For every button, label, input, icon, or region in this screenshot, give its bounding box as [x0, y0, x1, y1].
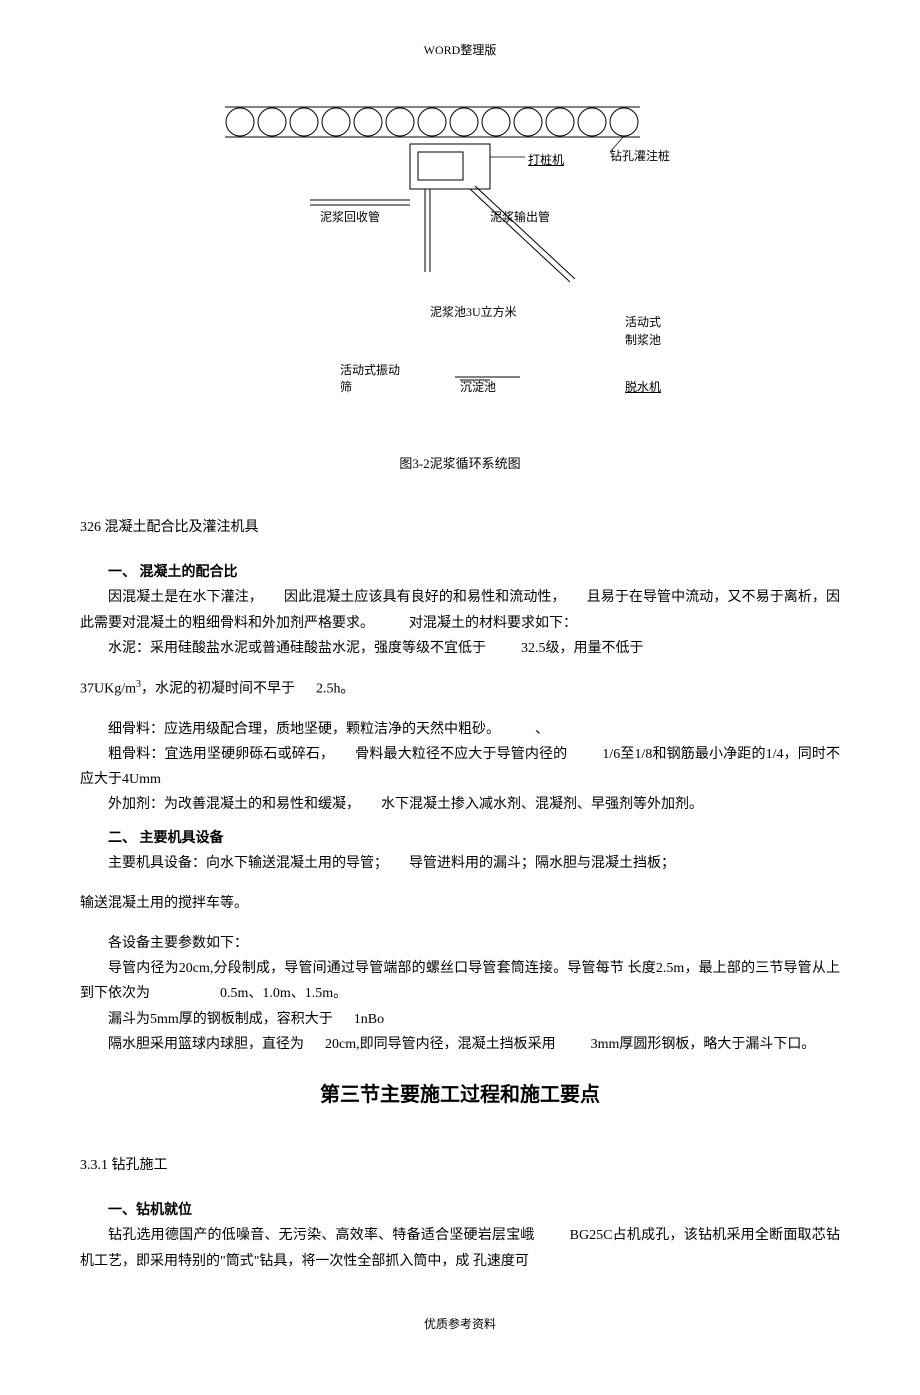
sec326-h1: 一、 混凝土的配合比	[80, 560, 840, 585]
label-mud-pool: 泥浆池3U立方米	[430, 302, 520, 324]
p5a: 粗骨料：宜选用坚硬卵砾石或碎石，	[108, 747, 334, 762]
label-bored-pile: 钻孔灌注桩	[610, 146, 670, 168]
p6b: 水下混凝土掺入减水剂、混凝剂、早强剂等外加剂。	[381, 797, 703, 812]
sec326-p9: 各设备主要参数如下：	[80, 931, 840, 956]
p10a: 导管内径为20cm,分段制成，导管间通过导管端部的螺丝口导管套筒连接。导管每节 …	[80, 961, 840, 1001]
sec326-p8: 输送混凝土用的搅拌车等。	[80, 891, 840, 916]
sec326-p1: 因混凝土是在水下灌注，因此混凝土应该具有良好的和易性和流动性，且易于在导管中流动…	[80, 585, 840, 635]
p12b: 20cm,即同导管内径，混凝土挡板采用	[325, 1037, 556, 1052]
label-dewatering: 脱水机	[625, 377, 661, 399]
p4a: 细骨料：应选用级配合理，质地坚硬，颗粒洁净的天然中粗砂。	[108, 722, 500, 737]
p1d: 对混凝土的材料要求如下：	[409, 616, 577, 631]
sec326-p6: 外加剂：为改善混凝土的和易性和缓凝， 水下混凝土掺入减水剂、混凝剂、早强剂等外加剂…	[80, 792, 840, 817]
label-piling-machine: 打桩机	[528, 150, 564, 172]
p7a: 主要机具设备：向水下输送混凝土用的导管；	[108, 856, 388, 871]
sec326-h2: 二、 主要机具设备	[80, 826, 840, 851]
section-331-num: 3.3.1 钻孔施工	[80, 1153, 840, 1178]
p3b: ，水泥的初凝时间不早于	[141, 682, 295, 697]
sec331-p1: 钻孔选用德国产的低噪音、无污染、高效率、特备适合坚硬岩层宝峨BG25C占机成孔，…	[80, 1223, 840, 1273]
s331p1a: 钻孔选用德国产的低噪音、无污染、高效率、特备适合坚硬岩层宝峨	[108, 1228, 535, 1243]
p4b: 、	[535, 722, 549, 737]
mud-circulation-diagram: 打桩机 钻孔灌注桩 泥浆回收管 泥浆输出管 泥浆池3U立方米 活动式 制浆池 活…	[210, 102, 710, 422]
label-mud-return: 泥浆回收管	[320, 207, 380, 229]
label-active-mix-l2: 制浆池	[625, 330, 661, 352]
sec326-p12: 隔水胆采用篮球内球胆，直径为 20cm,即同导管内径，混凝土挡板采用 3mm厚圆形钢…	[80, 1032, 840, 1057]
sec326-p11: 漏斗为5mm厚的钢板制成，容积大于 1nBo	[80, 1007, 840, 1032]
p11b: 1nBo	[354, 1012, 384, 1027]
p10b: 0.5m、1.0m、1.5m。	[220, 986, 347, 1001]
p6a: 外加剂：为改善混凝土的和易性和缓凝，	[108, 797, 360, 812]
p12c: 3mm厚圆形钢板，略大于漏斗下口。	[591, 1037, 816, 1052]
sec326-p5: 粗骨料：宜选用坚硬卵砾石或碎石，骨料最大粒径不应大于导管内径的1/6至1/8和钢…	[80, 742, 840, 792]
p7b: 导管进料用的漏斗；隔水胆与混凝土挡板；	[409, 856, 675, 871]
label-sediment-pool: 沉淀池	[460, 377, 496, 399]
sec331-h1: 一、钻机就位	[80, 1198, 840, 1223]
header-label: WORD整理版	[80, 40, 840, 62]
p2b: 32.5级，用量不低于	[521, 641, 644, 656]
label-mud-output: 泥浆输出管	[490, 207, 550, 229]
p11a: 漏斗为5mm厚的钢板制成，容积大于	[108, 1012, 333, 1027]
p12a: 隔水胆采用篮球内球胆，直径为	[108, 1037, 304, 1052]
p1a: 因混凝土是在水下灌注，	[108, 590, 263, 605]
section-3-title: 第三节主要施工过程和施工要点	[80, 1077, 840, 1113]
section-326-num: 326 混凝土配合比及灌注机具	[80, 515, 840, 540]
sec326-p7: 主要机具设备：向水下输送混凝土用的导管； 导管进料用的漏斗；隔水胆与混凝土挡板；	[80, 851, 840, 876]
sec326-p3: 37UKg/m3，水泥的初凝时间不早于2.5h。	[80, 676, 840, 702]
p3c: 2.5h。	[316, 682, 355, 697]
sec326-p4: 细骨料：应选用级配合理，质地坚硬，颗粒洁净的天然中粗砂。 、	[80, 717, 840, 742]
footer-label: 优质参考资料	[80, 1314, 840, 1336]
sec326-p2: 水泥：采用硅酸盐水泥或普通硅酸盐水泥，强度等级不宜低于 32.5级，用量不低于	[80, 636, 840, 661]
p3a: 37UKg/m	[80, 682, 136, 697]
p5b: 骨料最大粒径不应大于导管内径的	[355, 747, 567, 762]
diagram-caption: 图3-2泥浆循环系统图	[80, 452, 840, 475]
p1b: 因此混凝土应该具有良好的和易性和流动性，	[284, 590, 566, 605]
sec326-p10: 导管内径为20cm,分段制成，导管间通过导管端部的螺丝口导管套筒连接。导管每节 …	[80, 956, 840, 1006]
p2a: 水泥：采用硅酸盐水泥或普通硅酸盐水泥，强度等级不宜低于	[108, 641, 486, 656]
label-vibrating-l2: 筛	[340, 377, 352, 399]
